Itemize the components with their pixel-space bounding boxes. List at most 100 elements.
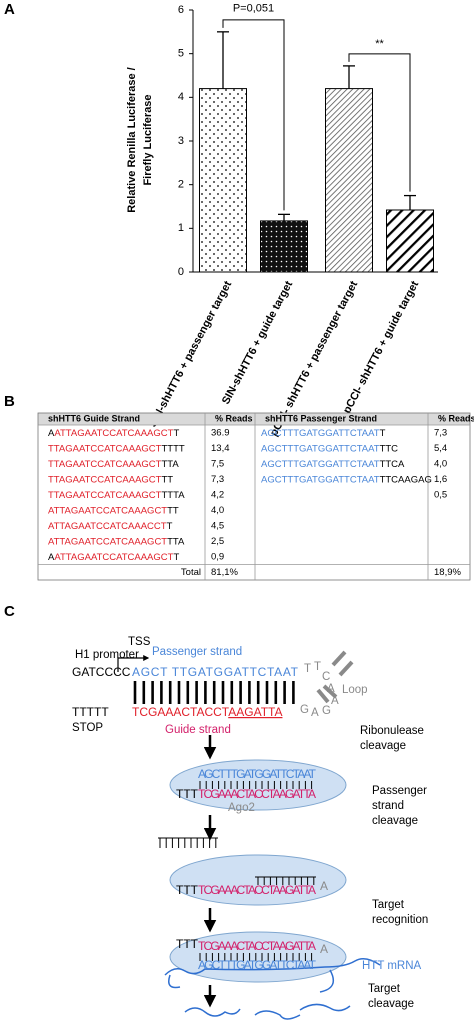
table-cell: 13,4 [211, 443, 230, 454]
sequence-part: T [173, 427, 179, 438]
tss-arrow [117, 655, 150, 672]
sequence-part: TT [161, 474, 173, 485]
y-tick-label: 1 [178, 222, 184, 234]
loop-base: T [304, 663, 311, 675]
table-cell: 0,5 [434, 489, 447, 500]
table-border [37, 412, 471, 581]
sequence-part: TTAGAATCCATCAAAGCT [48, 443, 162, 454]
sequence: TCGAAACTACCTAAGATTA [198, 939, 316, 953]
table-cell: Total [181, 567, 201, 578]
sequence-part: AAGATTA [228, 705, 282, 719]
ago-label: Ago2 [228, 802, 255, 814]
y-tick-label: 5 [178, 48, 184, 60]
passenger-label: Passenger strand [152, 646, 242, 658]
mrna-fragments [184, 1003, 351, 1020]
annotation: ** [375, 38, 384, 50]
sequence-part: AGCTTTGATGGATTCTAAT [261, 474, 380, 485]
table-cell: 7,5 [211, 458, 224, 469]
loop-base: A [311, 707, 319, 719]
step-label: Target [368, 983, 401, 995]
loop-base: A [327, 683, 335, 695]
sequence: AGCTTTGATGGATTCTAATTTCAAGAG [261, 474, 432, 485]
y-axis-label: Relative Renilla Luciferase / [126, 67, 138, 213]
table-cell: 5,4 [434, 443, 447, 454]
mrna-label: HTT mRNA [362, 960, 422, 972]
y-tick-label: 3 [178, 135, 184, 147]
sequence-part: A [48, 427, 55, 438]
sequence-part: TTAGAATCCATCAAAGCT [48, 489, 162, 500]
tss-label: TSS [128, 636, 151, 648]
sequence-part: TCGAAACTACCT [132, 705, 230, 719]
sequence: AGCTTTGATGGATTCTAATT [261, 427, 386, 438]
sequence: AATTAGAATCCATCAAAGCTT [48, 427, 179, 438]
table-cell: 81,1% [211, 567, 238, 578]
mrna-line [164, 958, 381, 993]
sequence: TTAGAATCCATCAAAGCTTT [48, 474, 173, 485]
table-cell: 4,2 [211, 489, 224, 500]
sequence: TTTTT [72, 705, 109, 719]
sequence-part: TTA [161, 458, 179, 469]
sequence: A [320, 942, 328, 956]
sequence: TTAGAATCCATCAAAGCTTTTA [48, 489, 185, 500]
significance-bracket [222, 19, 285, 211]
table-cell: 4,0 [434, 458, 447, 469]
sequence-part: TTC [380, 443, 399, 454]
sequence-part: TTTT [161, 443, 184, 454]
sequence: TCGAAACTACCTAAGATTA [198, 883, 316, 897]
y-tick-label: 0 [178, 266, 184, 278]
table-cell: 7,3 [434, 427, 447, 438]
sequence: A [320, 879, 328, 893]
sequence: AATTAGAATCCATCAAAGCTT [48, 551, 179, 562]
sequence-part: ATTAGAATCCATCAAAGCT [48, 536, 167, 547]
x-tick-label: SIN-shHTT6 + passenger target [147, 279, 235, 429]
step-label: Ribonulease [360, 725, 424, 737]
loop-base: G [300, 704, 309, 716]
sequence-part: TTAGAATCCATCAAAGCT [48, 474, 162, 485]
x-tick-label: SIN-shHTT6 + guide target [220, 279, 295, 407]
sequence-part: AGCTTTGATGGATTCTAAT [261, 427, 380, 438]
annotation: P=0,051 [233, 3, 274, 15]
promoter-label: H1 promoter [75, 649, 139, 661]
bar [199, 88, 247, 273]
sequence-part: TTCAAGAG [380, 474, 432, 485]
significance-bracket [348, 53, 411, 192]
y-tick-label: 6 [178, 4, 184, 16]
step-label: recognition [372, 914, 428, 926]
sequence: TTT [176, 937, 199, 951]
sequence: ATTAGAATCCATCAAAGCTTTA [48, 536, 185, 547]
sequence: AGCT TTGATGGATTCTAAT [198, 958, 317, 972]
y-tick-label: 4 [178, 91, 184, 103]
sequence-part: TTA [167, 536, 185, 547]
ago2-complex [169, 759, 347, 811]
table-cell: 7,3 [211, 474, 224, 485]
sequence: ATTAGAATCCATCAAAGCTTT [48, 505, 179, 516]
loop-label: Loop [342, 684, 368, 696]
step-label: cleavage [360, 740, 406, 752]
table-cell: 2,5 [211, 536, 224, 547]
step-label: Target [372, 899, 405, 911]
cleavage-marks [316, 650, 354, 704]
panel-label: B [4, 393, 15, 410]
sequence: TTT [176, 787, 199, 801]
sequence-part: ATTAGAATCCATCAAACCT [48, 520, 167, 531]
panel-label: C [4, 603, 15, 620]
sequence-part: TTAGAATCCATCAAAGCT [48, 458, 162, 469]
stop-label: STOP [72, 722, 103, 734]
x-tick-label: pCCl- shHTT6 + guide target [341, 279, 421, 416]
sequence-part: TT [167, 505, 179, 516]
sequence: TCGAAACTACCTAAGATTA [132, 705, 282, 719]
bar [325, 88, 373, 273]
table-cell: 18,9% [434, 567, 461, 578]
sequence-part: ATTAGAATCCATCAAAGCT [48, 505, 167, 516]
sequence-part: T [380, 427, 386, 438]
sequence: AGCT TTGATGGATTCTAAT [198, 767, 317, 781]
sequence: AGCTTTGATGGATTCTAATTTC [261, 443, 398, 454]
panel-label: A [4, 1, 15, 18]
table-header: shHTT6 Passenger Strand [265, 413, 377, 423]
bar [386, 209, 434, 273]
sequence-part: ATTAGAATCCATCAAAGCT [54, 551, 173, 562]
table-header: % Reads [438, 413, 474, 423]
table-cell: 36.9 [211, 427, 230, 438]
sequence-part: T [173, 551, 179, 562]
